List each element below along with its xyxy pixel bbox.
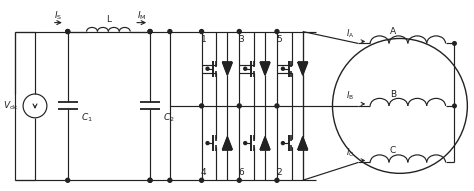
Circle shape [206, 142, 209, 145]
Circle shape [275, 30, 279, 34]
Circle shape [237, 30, 241, 34]
Circle shape [453, 104, 456, 108]
Circle shape [200, 30, 203, 34]
Circle shape [237, 178, 241, 182]
Circle shape [148, 178, 152, 182]
Text: C: C [390, 146, 396, 155]
Text: 1: 1 [201, 35, 207, 44]
Polygon shape [298, 62, 308, 75]
Text: B: B [390, 90, 396, 99]
Circle shape [237, 104, 241, 108]
Circle shape [66, 30, 70, 34]
Circle shape [275, 104, 279, 108]
Circle shape [244, 142, 246, 145]
Text: 3: 3 [238, 35, 244, 44]
Polygon shape [298, 137, 308, 150]
Text: $I_{\rm B}$: $I_{\rm B}$ [346, 90, 355, 102]
Circle shape [453, 42, 456, 45]
Polygon shape [260, 62, 270, 75]
Text: $C_2$: $C_2$ [163, 112, 174, 124]
Circle shape [66, 30, 70, 34]
Polygon shape [222, 62, 232, 75]
Circle shape [206, 67, 209, 70]
Text: $I_{\rm A}$: $I_{\rm A}$ [346, 27, 355, 40]
Text: L: L [106, 15, 111, 24]
Circle shape [275, 178, 279, 182]
Polygon shape [222, 137, 232, 150]
Text: A: A [390, 27, 396, 36]
Circle shape [168, 30, 172, 34]
Circle shape [168, 178, 172, 182]
Text: 6: 6 [238, 168, 244, 177]
Circle shape [200, 104, 203, 108]
Text: $C_1$: $C_1$ [81, 112, 92, 124]
Polygon shape [260, 137, 270, 150]
Circle shape [148, 30, 152, 34]
Text: 4: 4 [201, 168, 206, 177]
Circle shape [148, 178, 152, 182]
Circle shape [66, 178, 70, 182]
Text: $I_{\rm S}$: $I_{\rm S}$ [54, 9, 62, 22]
Text: $I_{\rm M}$: $I_{\rm M}$ [137, 9, 147, 22]
Circle shape [282, 67, 284, 70]
Circle shape [282, 142, 284, 145]
Circle shape [148, 30, 152, 34]
Circle shape [200, 178, 203, 182]
Text: 5: 5 [276, 35, 282, 44]
Text: 2: 2 [276, 168, 282, 177]
Text: $I_{\rm C}$: $I_{\rm C}$ [346, 146, 355, 159]
Text: $V_{\rm dc}$: $V_{\rm dc}$ [3, 100, 18, 112]
Circle shape [244, 67, 246, 70]
